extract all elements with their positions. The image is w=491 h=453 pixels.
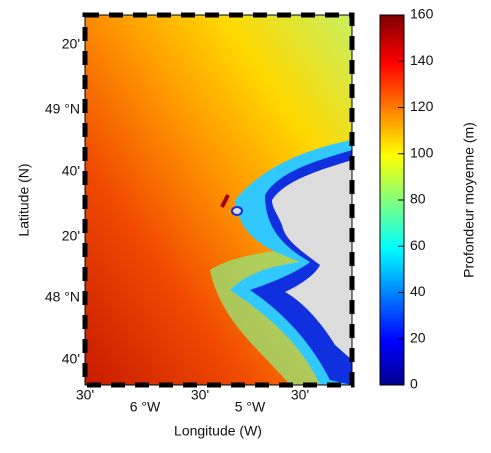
colorbar-tick-label: 20 bbox=[410, 329, 426, 345]
colorbar-tick-label: 120 bbox=[410, 98, 434, 114]
colorbar-tick-label: 0 bbox=[410, 376, 418, 392]
latitude-tick-label: 49 °N bbox=[45, 101, 80, 117]
colorbar-tick-label: 140 bbox=[410, 52, 434, 68]
latitude-tick-label: 20' bbox=[62, 228, 80, 244]
longitude-tick-label: 30' bbox=[291, 387, 309, 403]
colorbar-tick-label: 60 bbox=[410, 237, 426, 253]
latitude-tick-label: 40' bbox=[62, 163, 80, 179]
colorbar-tick-label: 100 bbox=[410, 144, 434, 160]
longitude-tick-label: 6 °W bbox=[130, 399, 161, 415]
latitude-tick-label: 20' bbox=[62, 36, 80, 52]
colorbar-tick-label: 80 bbox=[410, 191, 426, 207]
longitude-tick-label: 30' bbox=[76, 387, 94, 403]
latitude-tick-label: 40' bbox=[62, 351, 80, 367]
bathymetry-map bbox=[85, 15, 352, 385]
y-axis-label: Latitude (N) bbox=[16, 163, 32, 236]
colorbar-tick-label: 40 bbox=[410, 283, 426, 299]
latitude-tick-label: 48 °N bbox=[45, 289, 80, 305]
colorbar-label: Profondeur moyenne (m) bbox=[461, 122, 477, 278]
longitude-tick-label: 5 °W bbox=[235, 399, 266, 415]
map-border bbox=[84, 14, 353, 386]
x-axis-label: Longitude (W) bbox=[174, 423, 262, 439]
colorbar-tick-label: 160 bbox=[410, 6, 434, 22]
longitude-tick-label: 30' bbox=[191, 387, 209, 403]
